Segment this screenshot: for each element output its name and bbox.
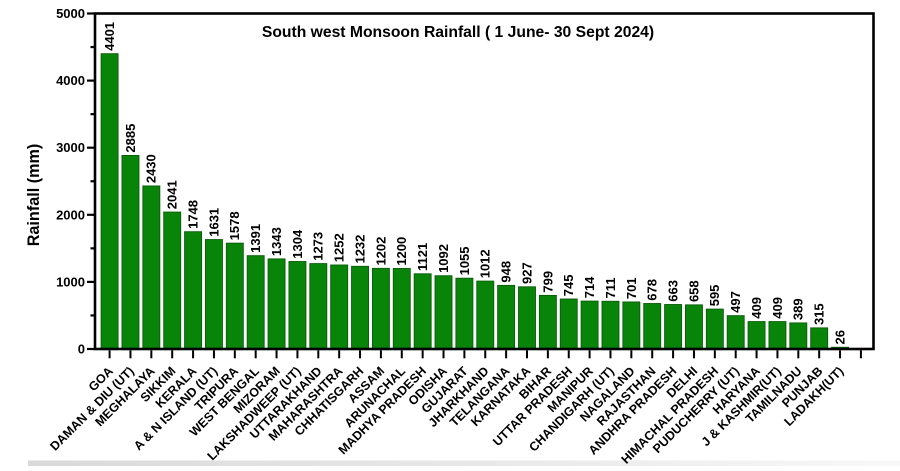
- svg-text:1304: 1304: [290, 229, 305, 259]
- svg-text:1273: 1273: [311, 232, 326, 261]
- svg-text:2041: 2041: [165, 180, 180, 209]
- svg-text:1092: 1092: [436, 244, 451, 273]
- svg-text:1202: 1202: [373, 237, 388, 266]
- svg-text:678: 678: [645, 279, 660, 301]
- svg-text:Rainfall (mm): Rainfall (mm): [25, 144, 43, 247]
- svg-text:3000: 3000: [56, 140, 85, 155]
- svg-text:701: 701: [624, 277, 639, 299]
- svg-text:663: 663: [665, 280, 680, 302]
- svg-text:2885: 2885: [123, 124, 138, 153]
- svg-text:1578: 1578: [227, 211, 242, 240]
- svg-text:5000: 5000: [56, 6, 85, 21]
- svg-text:595: 595: [707, 285, 722, 307]
- svg-text:1055: 1055: [457, 246, 472, 275]
- svg-text:409: 409: [749, 297, 764, 319]
- svg-text:315: 315: [812, 303, 827, 325]
- svg-text:4401: 4401: [102, 22, 117, 51]
- svg-text:409: 409: [770, 297, 785, 319]
- svg-text:1748: 1748: [185, 200, 200, 229]
- svg-text:389: 389: [791, 298, 806, 320]
- svg-text:1232: 1232: [352, 235, 367, 264]
- svg-text:1631: 1631: [206, 208, 221, 237]
- svg-text:1012: 1012: [478, 249, 493, 278]
- svg-text:1343: 1343: [269, 227, 284, 256]
- svg-text:1200: 1200: [394, 237, 409, 266]
- svg-text:1252: 1252: [332, 233, 347, 262]
- svg-text:2000: 2000: [56, 207, 85, 222]
- svg-text:799: 799: [540, 271, 555, 293]
- svg-text:0: 0: [78, 342, 85, 357]
- svg-text:497: 497: [728, 291, 743, 313]
- svg-text:1121: 1121: [415, 243, 430, 271]
- svg-text:658: 658: [686, 280, 701, 302]
- svg-text:745: 745: [561, 275, 576, 297]
- svg-text:948: 948: [499, 261, 514, 283]
- svg-text:1000: 1000: [56, 274, 85, 289]
- svg-text:4000: 4000: [56, 73, 85, 88]
- svg-text:26: 26: [832, 330, 847, 344]
- svg-text:927: 927: [519, 262, 534, 284]
- svg-text:2430: 2430: [144, 154, 159, 183]
- svg-text:1391: 1391: [248, 224, 263, 253]
- svg-text:711: 711: [603, 278, 618, 299]
- svg-text:South west Monsoon Rainfall (: South west Monsoon Rainfall ( 1 June- 30…: [262, 24, 654, 41]
- svg-text:714: 714: [582, 276, 597, 298]
